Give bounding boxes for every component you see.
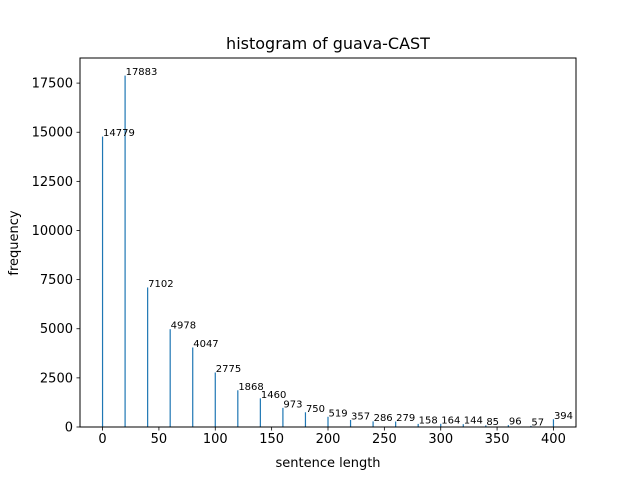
bar-320 [462, 424, 464, 427]
bar-380 [530, 425, 532, 427]
x-tick-label-50: 50 [151, 432, 168, 447]
value-label-300: 164 [441, 415, 460, 426]
bar-180 [304, 412, 307, 427]
bar-140 [259, 398, 261, 427]
x-axis: 0 50 100 150 200 250 300 350 400 [98, 427, 566, 447]
value-label-140: 1460 [261, 390, 286, 401]
value-label-400: 394 [554, 411, 573, 422]
y-tick-label-17500: 17500 [32, 77, 73, 92]
bar-120 [237, 390, 239, 427]
bar-200 [327, 416, 329, 427]
value-label-80: 4047 [193, 339, 218, 350]
value-label-180: 750 [306, 404, 325, 415]
value-label-0: 14779 [103, 128, 135, 139]
bar-280 [417, 423, 419, 427]
bar-340 [485, 425, 487, 427]
bar-400 [552, 419, 555, 427]
y-tick-label-15000: 15000 [32, 126, 73, 141]
bar-80 [192, 347, 194, 427]
bars-group [101, 75, 555, 427]
bar-360 [507, 425, 509, 427]
value-label-280: 158 [419, 415, 438, 426]
x-tick-label-350: 350 [485, 432, 510, 447]
y-axis-label: frequency [7, 210, 22, 276]
y-axis: 0 2500 5000 7500 10000 12500 15000 17500 [32, 77, 80, 436]
bar-40 [147, 287, 149, 427]
value-label-60: 4978 [171, 321, 196, 332]
value-label-100: 2775 [216, 364, 241, 375]
y-tick-label-10000: 10000 [32, 224, 73, 239]
y-tick-label-12500: 12500 [32, 175, 73, 190]
bar-260 [395, 421, 397, 427]
chart-title: histogram of guava-CAST [226, 34, 430, 53]
x-tick-label-150: 150 [259, 432, 284, 447]
value-label-40: 7102 [148, 279, 173, 290]
y-tick-label-5000: 5000 [40, 322, 73, 337]
bar-0 [101, 136, 104, 427]
value-label-360: 96 [509, 417, 522, 428]
value-label-200: 519 [329, 408, 348, 419]
x-tick-label-0: 0 [98, 432, 106, 447]
bar-100 [214, 372, 216, 427]
bar-60 [169, 329, 171, 427]
y-tick-label-0: 0 [65, 421, 73, 436]
value-label-220: 357 [351, 411, 370, 422]
value-label-380: 57 [531, 417, 544, 428]
y-tick-label-7500: 7500 [40, 273, 73, 288]
value-label-160: 973 [283, 399, 302, 410]
bar-20 [124, 75, 126, 427]
x-tick-label-200: 200 [316, 432, 341, 447]
bar-160 [282, 407, 284, 427]
bar-240 [372, 421, 374, 427]
x-axis-label: sentence length [275, 456, 380, 471]
y-tick-label-2500: 2500 [40, 371, 73, 386]
bar-220 [349, 419, 352, 427]
value-label-120: 1868 [238, 382, 263, 393]
value-label-260: 279 [396, 413, 415, 424]
x-tick-label-300: 300 [428, 432, 453, 447]
value-label-340: 85 [486, 417, 499, 428]
x-tick-label-250: 250 [372, 432, 397, 447]
value-label-240: 286 [374, 413, 393, 424]
x-tick-label-400: 400 [541, 432, 566, 447]
x-tick-label-100: 100 [203, 432, 228, 447]
bar-300 [440, 423, 442, 427]
value-label-320: 144 [464, 416, 483, 427]
plot-frame [79, 57, 577, 428]
value-label-20: 17883 [126, 67, 158, 78]
